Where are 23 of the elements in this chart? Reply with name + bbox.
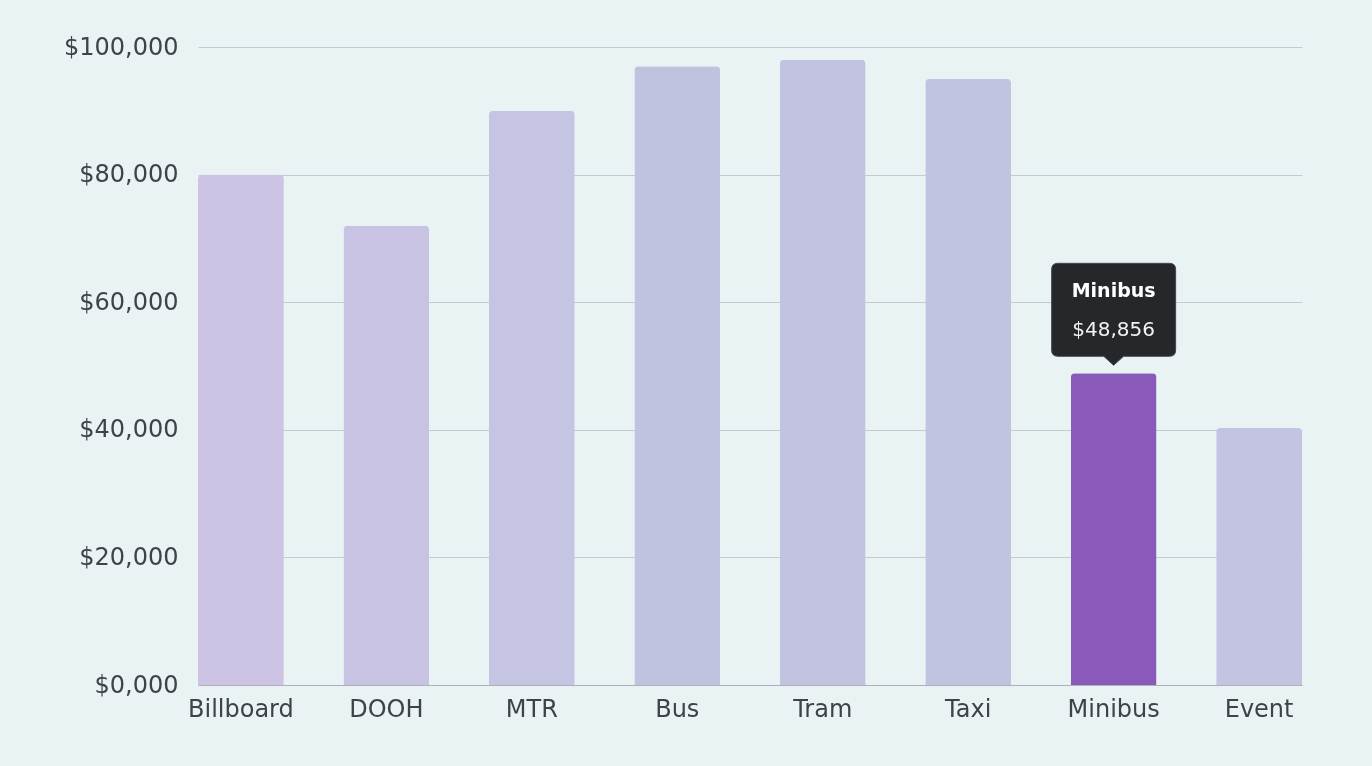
- y-tick-label: $40,000: [79, 415, 179, 444]
- bar: [343, 225, 430, 685]
- bar: [488, 110, 575, 685]
- bar: [1070, 373, 1157, 685]
- x-tick-label: MTR: [505, 694, 558, 723]
- x-tick-label: Tram: [792, 694, 853, 723]
- data-label: $48,856: [1072, 317, 1155, 342]
- annotation: Minibus: [1071, 279, 1156, 302]
- y-tick-label: $100,000: [63, 32, 179, 61]
- bar: [779, 59, 866, 685]
- y-tick-label: $0,000: [94, 670, 179, 699]
- x-tick-label: Bus: [655, 694, 700, 723]
- x-tick-label: Billboard: [188, 694, 294, 723]
- y-tick-label: $60,000: [79, 287, 179, 316]
- y-tick-label: $80,000: [79, 160, 179, 189]
- bar: [1216, 427, 1302, 685]
- x-tick-label: DOOH: [349, 694, 424, 723]
- bar: [925, 78, 1012, 685]
- x-tick-label: Minibus: [1067, 694, 1160, 723]
- y-tick-label: $20,000: [79, 542, 179, 571]
- x-tick-label: Event: [1224, 694, 1294, 723]
- bar: [198, 174, 284, 685]
- x-tick-label: Taxi: [944, 694, 992, 723]
